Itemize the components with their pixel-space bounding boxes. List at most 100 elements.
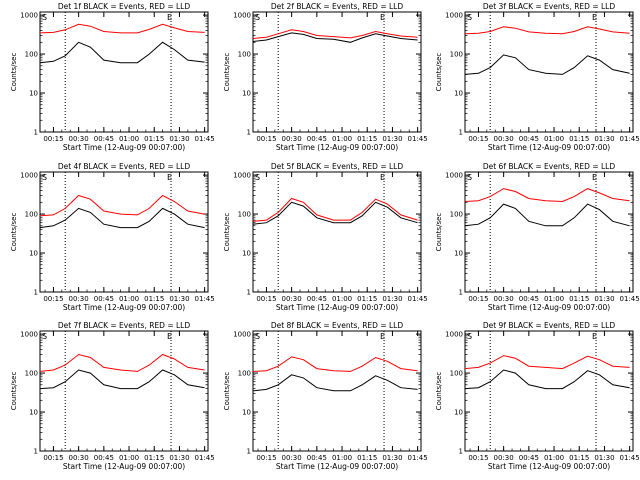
x-tick-label: 00:30 [494, 454, 514, 462]
y-tick-label: 100 [25, 51, 38, 59]
x-tick-label: 00:15 [468, 135, 488, 143]
x-tick-label: 01:45 [620, 454, 640, 462]
x-tick-label: 00:45 [94, 454, 114, 462]
y-tick-label: 100 [238, 370, 251, 378]
series-line-lld [39, 194, 205, 217]
y-tick-label: 1 [34, 448, 38, 456]
y-tick-label: 1 [459, 448, 463, 456]
panel-title: Det 7f BLACK = Events, RED = LLD [58, 321, 191, 330]
x-tick-label: 01:15 [357, 454, 377, 462]
y-axis-label: Counts/sec [10, 372, 18, 411]
y-tick-label: 1 [459, 129, 463, 137]
y-tick-label: 10 [454, 90, 463, 98]
x-tick-label: 00:45 [519, 295, 539, 303]
series-line-events [252, 32, 418, 43]
y-tick-label: 1000 [233, 172, 251, 180]
y-axis-label: Counts/sec [435, 372, 443, 411]
x-tick-label: 01:45 [620, 295, 640, 303]
end-marker: E [380, 173, 385, 182]
x-tick-label: 00:15 [256, 454, 276, 462]
panel-title: Det 6f BLACK = Events, RED = LLD [483, 162, 616, 171]
y-tick-label: 100 [25, 211, 38, 219]
start-marker: S [255, 332, 260, 341]
end-marker: E [380, 13, 385, 22]
y-tick-label: 10 [454, 250, 463, 258]
y-tick-label: 10 [242, 250, 251, 258]
end-marker: E [592, 13, 597, 22]
y-tick-label: 1 [34, 289, 38, 297]
start-marker: S [42, 173, 47, 182]
end-marker: E [167, 173, 172, 182]
x-tick-label: 01:45 [408, 454, 428, 462]
y-tick-label: 1 [247, 289, 251, 297]
x-tick-label: 01:30 [382, 454, 402, 462]
y-tick-label: 1 [34, 129, 38, 137]
x-tick-label: 00:45 [519, 454, 539, 462]
x-tick-label: 01:00 [544, 295, 564, 303]
y-axis-label: Counts/sec [223, 213, 231, 252]
plot-frame [252, 11, 422, 133]
y-tick-label: 100 [450, 211, 463, 219]
x-tick-label: 01:00 [332, 295, 352, 303]
y-tick-label: 100 [450, 51, 463, 59]
series-line-events [39, 369, 205, 390]
y-axis-label: Counts/sec [435, 213, 443, 252]
x-tick-label: 00:30 [282, 454, 302, 462]
x-tick-label: 01:00 [119, 135, 139, 143]
x-tick-label: 01:30 [594, 454, 614, 462]
end-marker: E [592, 173, 597, 182]
start-marker: S [255, 13, 260, 22]
x-axis-label: Start Time (12-Aug-09 00:07:00) [276, 462, 398, 471]
panel-2: Det 2f BLACK = Events, RED = LLD 1 10 100 10… [223, 2, 428, 152]
y-tick-label: 1000 [20, 172, 38, 180]
x-tick-label: 00:30 [494, 295, 514, 303]
x-tick-label: 01:30 [169, 295, 189, 303]
x-tick-label: 00:45 [307, 295, 327, 303]
panel-1: Det 1f BLACK = Events, RED = LLD 1 10 100 10… [10, 2, 215, 152]
plot-frame [252, 330, 422, 452]
x-tick-label: 00:15 [43, 295, 63, 303]
y-tick-label: 10 [242, 409, 251, 417]
y-tick-label: 100 [25, 370, 38, 378]
x-tick-label: 00:30 [69, 454, 89, 462]
x-tick-label: 01:15 [357, 295, 377, 303]
y-axis-label: Counts/sec [10, 53, 18, 92]
panel-title: Det 4f BLACK = Events, RED = LLD [58, 162, 191, 171]
x-tick-label: 01:00 [544, 454, 564, 462]
plot-frame [39, 11, 209, 133]
x-axis-label: Start Time (12-Aug-09 00:07:00) [63, 303, 185, 312]
x-tick-label: 01:15 [144, 454, 164, 462]
end-marker: E [167, 13, 172, 22]
y-tick-label: 100 [450, 370, 463, 378]
x-tick-label: 00:45 [307, 454, 327, 462]
end-marker: E [380, 332, 385, 341]
end-marker: E [592, 332, 597, 341]
x-tick-label: 01:15 [569, 135, 589, 143]
x-tick-label: 00:30 [69, 135, 89, 143]
x-axis-label: Start Time (12-Aug-09 00:07:00) [63, 143, 185, 152]
series-line-lld [464, 355, 630, 370]
start-marker: S [467, 13, 472, 22]
x-tick-label: 00:30 [282, 295, 302, 303]
x-tick-label: 01:15 [144, 295, 164, 303]
y-tick-label: 10 [242, 90, 251, 98]
y-tick-label: 10 [29, 409, 38, 417]
series-line-events [464, 203, 630, 227]
x-tick-label: 00:15 [256, 135, 276, 143]
panel-title: Det 3f BLACK = Events, RED = LLD [483, 2, 616, 11]
x-tick-label: 00:45 [307, 135, 327, 143]
x-axis-label: Start Time (12-Aug-09 00:07:00) [63, 462, 185, 471]
y-tick-label: 1000 [445, 331, 463, 339]
series-line-events [39, 207, 205, 229]
start-marker: S [467, 332, 472, 341]
x-tick-label: 00:15 [43, 135, 63, 143]
series-line-lld [252, 356, 418, 372]
series-line-events [39, 41, 205, 64]
x-axis-label: Start Time (12-Aug-09 00:07:00) [276, 143, 398, 152]
plot-frame [464, 330, 634, 452]
start-marker: S [42, 332, 47, 341]
start-marker: S [255, 173, 260, 182]
y-tick-label: 1000 [20, 331, 38, 339]
plot-frame [39, 171, 209, 293]
